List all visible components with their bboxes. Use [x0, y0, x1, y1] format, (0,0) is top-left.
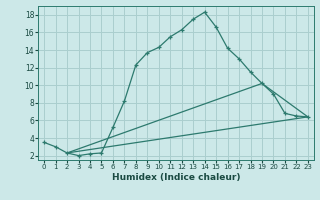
- X-axis label: Humidex (Indice chaleur): Humidex (Indice chaleur): [112, 173, 240, 182]
